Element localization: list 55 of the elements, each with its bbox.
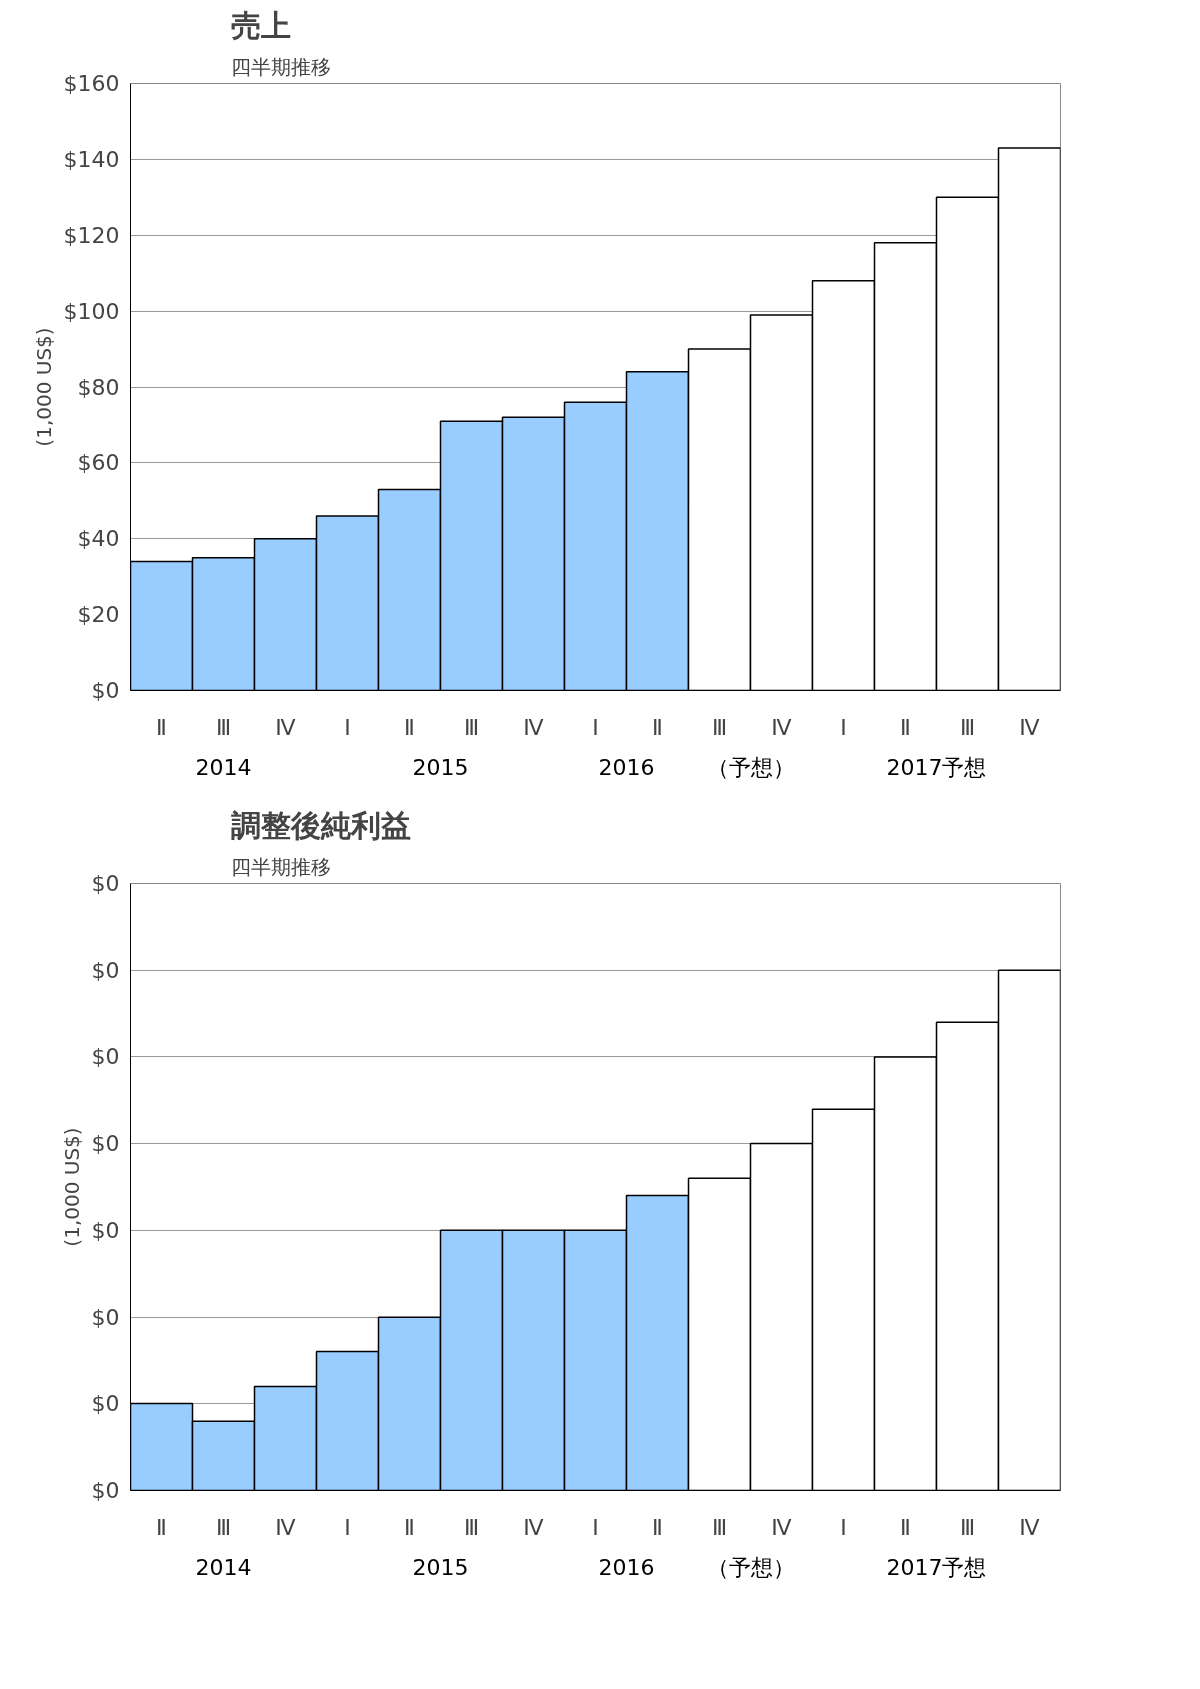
x-tick-label: Ⅲ bbox=[463, 714, 480, 740]
text: 2015 bbox=[412, 754, 469, 780]
x-tick-label: Ⅲ bbox=[215, 714, 232, 740]
x-tick-label: Ⅱ bbox=[404, 1514, 415, 1540]
x-tick-label: Ⅳ bbox=[771, 714, 793, 740]
x-tick-label: Ⅰ bbox=[840, 1514, 847, 1540]
y-tick-label: $20 bbox=[77, 602, 120, 628]
text: 2017予想 bbox=[886, 1554, 987, 1580]
x-tick-label: Ⅳ bbox=[1019, 714, 1041, 740]
text: 2015 bbox=[412, 1554, 469, 1580]
text: 2016 bbox=[598, 1554, 655, 1580]
x-tick-label: Ⅰ bbox=[344, 714, 351, 740]
y-tick-label: $100 bbox=[63, 298, 120, 324]
x-tick-label: Ⅰ bbox=[592, 1514, 599, 1540]
x-tick-label: Ⅲ bbox=[215, 1514, 232, 1540]
text: （予想） bbox=[706, 754, 795, 780]
y-axis-title: (1,000 US$) bbox=[59, 1127, 84, 1247]
x-tick-label: Ⅳ bbox=[771, 1514, 793, 1540]
x-tick-label: Ⅳ bbox=[1019, 1514, 1041, 1540]
text: 2014 bbox=[195, 754, 252, 780]
chart-subtitle: 四半期推移 bbox=[230, 854, 331, 879]
x-tick-label: Ⅰ bbox=[592, 714, 599, 740]
chart-title: 売上 bbox=[230, 7, 291, 43]
x-tick-label: Ⅳ bbox=[275, 1514, 297, 1540]
y-tick-label: $40 bbox=[77, 526, 120, 552]
y-tick-label: $140 bbox=[63, 146, 120, 172]
x-tick-label: Ⅳ bbox=[523, 714, 545, 740]
x-tick-label: Ⅲ bbox=[959, 714, 976, 740]
x-tick-label: Ⅳ bbox=[523, 1514, 545, 1540]
x-tick-label: Ⅳ bbox=[275, 714, 297, 740]
text: 2016 bbox=[598, 754, 655, 780]
x-tick-label: Ⅲ bbox=[463, 1514, 480, 1540]
y-tick-label: $60 bbox=[77, 450, 120, 476]
text: 2014 bbox=[195, 1554, 252, 1580]
x-tick-label: Ⅲ bbox=[711, 714, 728, 740]
text: （予想） bbox=[706, 1554, 795, 1580]
y-tick-label: $0 bbox=[91, 678, 120, 703]
y-tick-label: $80 bbox=[77, 374, 120, 400]
x-tick-label: Ⅱ bbox=[156, 1514, 167, 1540]
y-axis-title: (1,000 US$) bbox=[31, 327, 56, 447]
x-tick-label: Ⅱ bbox=[156, 714, 167, 740]
x-tick-label: Ⅱ bbox=[900, 714, 911, 740]
x-tick-label: Ⅰ bbox=[344, 1514, 351, 1540]
text: 2017予想 bbox=[886, 754, 987, 780]
y-tick-label: $160 bbox=[63, 71, 120, 96]
x-tick-label: Ⅲ bbox=[711, 1514, 728, 1540]
x-tick-label: Ⅱ bbox=[404, 714, 415, 740]
x-tick-label: Ⅱ bbox=[900, 1514, 911, 1540]
chart-subtitle: 四半期推移 bbox=[230, 54, 331, 79]
x-tick-label: Ⅱ bbox=[652, 1514, 663, 1540]
y-tick-label: $120 bbox=[63, 222, 120, 248]
x-tick-label: Ⅰ bbox=[840, 714, 847, 740]
x-tick-label: Ⅱ bbox=[652, 714, 663, 740]
x-tick-label: Ⅲ bbox=[959, 1514, 976, 1540]
chart-title: 調整後純利益 bbox=[230, 807, 411, 843]
